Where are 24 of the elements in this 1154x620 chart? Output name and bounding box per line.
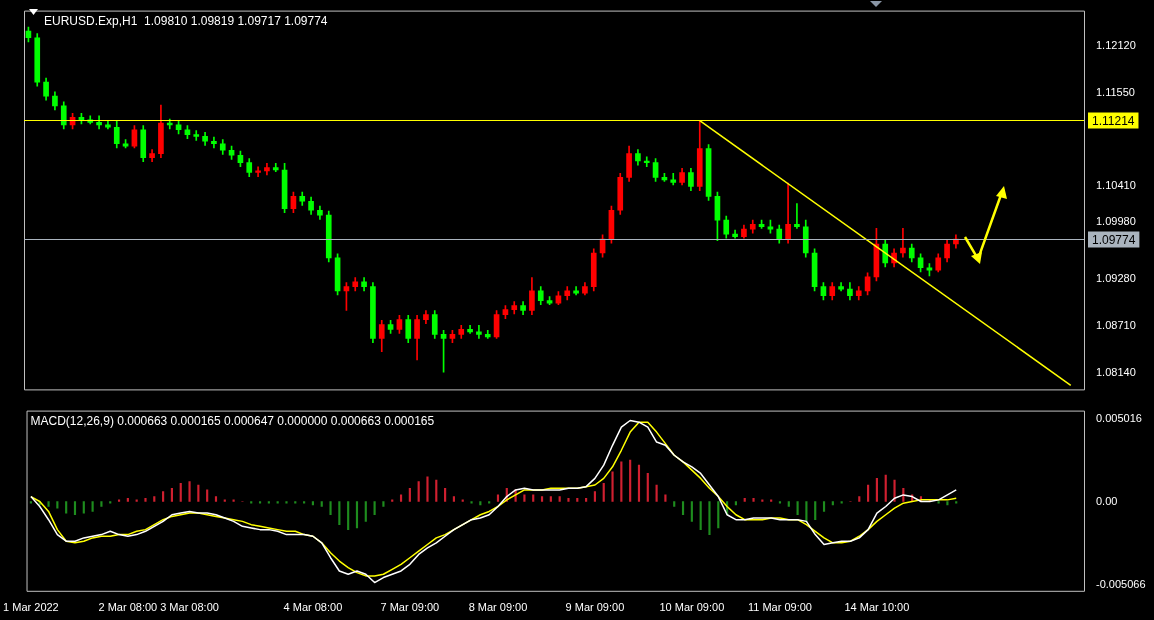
x-tick-label: 11 Mar 09:00 (747, 601, 812, 614)
x-tick-label: 1 Mar 2022 (3, 601, 59, 614)
x-tick-label: 7 Mar 09:00 (380, 601, 440, 614)
x-tick-label: 2 Mar 08:00 (98, 601, 158, 614)
y-tick-label: 0.005016 (1096, 411, 1142, 424)
chart-title: MACD(12,26,9) 0.000663 0.000165 0.000647 0.000000 0.000663 0.000165 (30, 413, 435, 428)
chart-title: EURUSD.Exp,H1 1.09810 1.09819 1.09717 1.09774 (44, 13, 328, 28)
x-tick-label: 10 Mar 09:00 (659, 601, 725, 614)
x-tick-label: 3 Mar 08:00 (160, 601, 219, 614)
y-tick-label: 1.09280 (1096, 272, 1136, 285)
y-tick-label: 0.00 (1096, 494, 1118, 507)
y-tick-label: 1.09980 (1096, 214, 1136, 227)
ref-line-label: 1.11214 (1092, 113, 1135, 128)
x-tick-label: 4 Mar 08:00 (283, 601, 343, 614)
y-tick-label: 1.11550 (1096, 85, 1135, 98)
y-tick-label: -0.005066 (1096, 578, 1146, 591)
x-tick-label: 8 Mar 09:00 (468, 601, 528, 614)
y-tick-label: 1.08140 (1096, 366, 1136, 378)
y-tick-label: 1.08710 (1096, 319, 1136, 332)
x-tick-label: 9 Mar 09:00 (565, 601, 625, 614)
y-tick-label: 1.10410 (1096, 179, 1136, 192)
ref-line-label: 1.09774 (1092, 232, 1136, 247)
x-tick-label: 14 Mar 10:00 (844, 601, 910, 614)
y-tick-label: 1.12120 (1096, 38, 1136, 51)
